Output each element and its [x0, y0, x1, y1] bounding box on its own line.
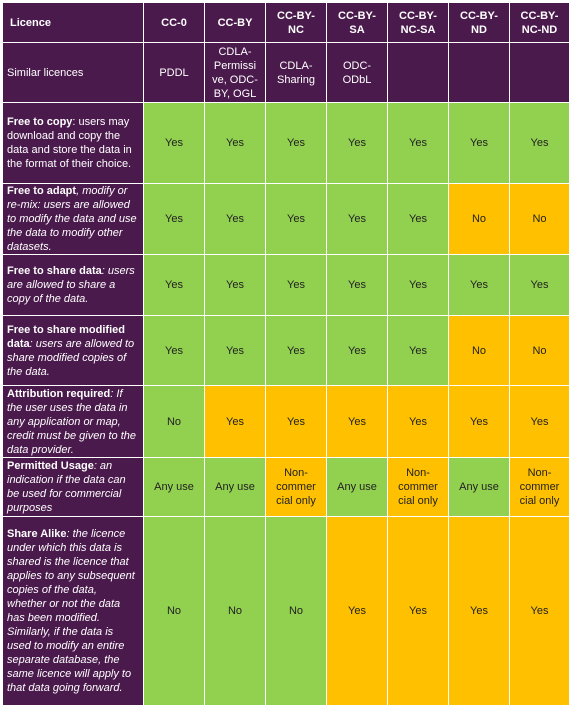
feature-rows: Free to copy: users may download and cop… [2, 102, 570, 706]
permission-cell: Yes [387, 516, 449, 706]
permission-cell: Yes [387, 183, 449, 255]
permission-cell: Yes [448, 102, 510, 184]
similar-licence-cell [509, 42, 570, 103]
permission-cell: No [204, 516, 266, 706]
permission-cell: No [448, 183, 510, 255]
permission-cell: Yes [143, 102, 205, 184]
feature-name: Share Alike [7, 528, 67, 540]
header-row: Licence CC-0 CC-BY CC-BY- NC CC-BY- SA C… [2, 2, 570, 43]
permission-cell: Yes [448, 516, 510, 706]
permission-cell: Yes [204, 254, 266, 316]
similar-licence-cell: PDDL [143, 42, 205, 103]
permission-cell: No [265, 516, 327, 706]
feature-label: Share Alike: the licence under which thi… [2, 516, 144, 706]
feature-description: : users are allowed to share modified co… [7, 337, 135, 378]
feature-description: : an indication if the data can be used … [7, 460, 126, 514]
permission-cell: Yes [387, 315, 449, 386]
header-col-cc-by-nd: CC-BY- ND [448, 2, 510, 43]
permission-cell: Yes [509, 516, 570, 706]
permission-cell: Any use [204, 457, 266, 517]
permission-cell: Yes [265, 102, 327, 184]
feature-row: Free to share modified data: users are a… [2, 315, 570, 386]
permission-cell: Yes [509, 102, 570, 184]
feature-name: Free to share data [7, 265, 102, 277]
permission-cell: Non- commer cial only [387, 457, 449, 517]
feature-row: Free to copy: users may download and cop… [2, 102, 570, 184]
permission-cell: Yes [326, 315, 388, 386]
permission-cell: Yes [448, 385, 510, 458]
permission-cell: Yes [265, 183, 327, 255]
permission-cell: Yes [387, 385, 449, 458]
feature-row: Free to share data: users are allowed to… [2, 254, 570, 316]
permission-cell: Yes [326, 385, 388, 458]
permission-cell: Yes [204, 102, 266, 184]
feature-label: Free to share data: users are allowed to… [2, 254, 144, 316]
feature-description: : the licence under which this data is s… [7, 528, 135, 694]
similar-licence-cell: ODC- ODbL [326, 42, 388, 103]
similar-licence-cell [448, 42, 510, 103]
permission-cell: Yes [509, 385, 570, 458]
permission-cell: Yes [143, 254, 205, 316]
permission-cell: No [509, 183, 570, 255]
feature-label: Free to copy: users may download and cop… [2, 102, 144, 184]
header-col-cc-by-nc-nd: CC-BY- NC-ND [509, 2, 570, 43]
permission-cell: Yes [204, 315, 266, 386]
permission-cell: Yes [326, 254, 388, 316]
feature-label: Attribution required: If the user uses t… [2, 385, 144, 458]
permission-cell: Non- commer cial only [509, 457, 570, 517]
permission-cell: No [448, 315, 510, 386]
header-licence-label: Licence [2, 2, 144, 43]
permission-cell: Yes [143, 315, 205, 386]
permission-cell: Yes [204, 385, 266, 458]
similar-licence-cell [387, 42, 449, 103]
feature-row: Attribution required: If the user uses t… [2, 385, 570, 458]
permission-cell: Yes [387, 102, 449, 184]
permission-cell: Yes [265, 385, 327, 458]
header-col-cc-0: CC-0 [143, 2, 205, 43]
feature-label: Free to share modified data: users are a… [2, 315, 144, 386]
permission-cell: Yes [509, 254, 570, 316]
feature-name: Permitted Usage [7, 460, 94, 472]
feature-row: Share Alike: the licence under which thi… [2, 516, 570, 706]
header-col-cc-by: CC-BY [204, 2, 266, 43]
similar-licences-row: Similar licences PDDL CDLA- Permissi ve,… [2, 42, 570, 103]
feature-row: Permitted Usage: an indication if the da… [2, 457, 570, 517]
permission-cell: No [509, 315, 570, 386]
permission-cell: Any use [448, 457, 510, 517]
permission-cell: Yes [326, 183, 388, 255]
permission-cell: Yes [387, 254, 449, 316]
feature-label: Permitted Usage: an indication if the da… [2, 457, 144, 517]
permission-cell: Yes [143, 183, 205, 255]
permission-cell: No [143, 385, 205, 458]
permission-cell: Any use [326, 457, 388, 517]
permission-cell: Yes [204, 183, 266, 255]
similar-licence-cell: CDLA- Sharing [265, 42, 327, 103]
header-col-cc-by-nc: CC-BY- NC [265, 2, 327, 43]
feature-label: Free to adapt, modify or re-mix: users a… [2, 183, 144, 255]
feature-name: Free to copy [7, 116, 73, 128]
permission-cell: Yes [265, 254, 327, 316]
permission-cell: Yes [448, 254, 510, 316]
feature-name: Free to share modified data [7, 323, 125, 350]
permission-cell: No [143, 516, 205, 706]
permission-cell: Yes [265, 315, 327, 386]
feature-description: : users are allowed to share a copy of t… [7, 265, 135, 305]
feature-description: : If the user uses the data in any appli… [7, 387, 137, 456]
feature-name: Free to adapt [7, 185, 77, 197]
permission-cell: Any use [143, 457, 205, 517]
permission-cell: Yes [326, 516, 388, 706]
header-col-cc-by-nc-sa: CC-BY- NC-SA [387, 2, 449, 43]
header-col-cc-by-sa: CC-BY- SA [326, 2, 388, 43]
similar-licences-label: Similar licences [2, 42, 144, 103]
permission-cell: Non- commer cial only [265, 457, 327, 517]
feature-description: , modify or re-mix: users are allowed to… [7, 185, 137, 253]
feature-row: Free to adapt, modify or re-mix: users a… [2, 183, 570, 255]
feature-description: : users may download and copy the data a… [7, 116, 132, 170]
permission-cell: Yes [326, 102, 388, 184]
feature-name: Attribution required [7, 387, 111, 400]
similar-licence-cell: CDLA- Permissi ve, ODC- BY, OGL [204, 42, 266, 103]
